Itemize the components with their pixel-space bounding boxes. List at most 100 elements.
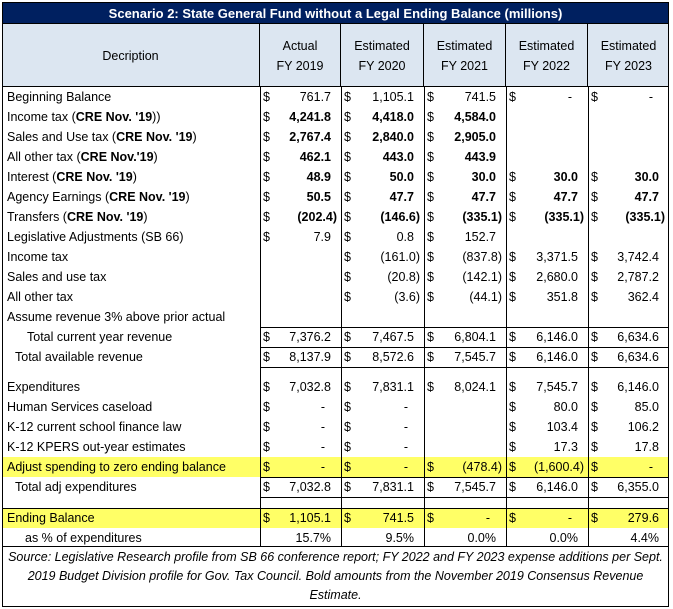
dollar-sign: $ <box>427 480 434 494</box>
cell-value: 7,831.1 <box>372 480 414 494</box>
table-row: as % of expenditures 15.7% 9.5% 0.0% 0.0% 4.4… <box>2 528 669 548</box>
header-fy2022-line1: Estimated <box>518 38 575 53</box>
row-label-source: CRE Nov. '19 <box>116 130 193 144</box>
row-label-text: Legislative Adjustments (SB 66) <box>7 230 184 244</box>
dollar-sign: $ <box>263 330 270 344</box>
header-fy2020-line1: Estimated <box>354 38 410 53</box>
header-fy2023-line2: FY 2023 <box>604 58 653 73</box>
cell-value: 6,146.0 <box>536 330 578 344</box>
cell-value: 103.4 <box>546 420 578 434</box>
row-label-text: All other tax ( <box>7 150 81 164</box>
row-label-suffix: ) <box>143 210 148 224</box>
header-fy2023-line1: Estimated <box>600 38 657 53</box>
cell-value: 8,572.6 <box>372 350 414 364</box>
cell-value: (44.1) <box>469 290 502 304</box>
dollar-sign: $ <box>344 400 351 414</box>
dollar-sign: $ <box>427 330 434 344</box>
cell-value: (3.6) <box>394 290 420 304</box>
dollar-sign: $ <box>344 420 351 434</box>
header-fy2021-line2: FY 2021 <box>440 58 489 73</box>
table-row: Interest (CRE Nov. '19) $48.9 $50.0 $30.0 $3… <box>2 167 669 187</box>
cell-value: 17.8 <box>634 440 659 454</box>
dollar-sign: $ <box>344 290 351 304</box>
cell-value: 4,584.0 <box>454 110 496 124</box>
dollar-sign: $ <box>591 440 598 454</box>
cell-value: 2,787.2 <box>617 270 659 284</box>
row-label-text: All other tax <box>7 290 74 304</box>
cell-value: 0.0% <box>467 531 497 545</box>
cell-value: 152.7 <box>464 230 496 244</box>
header-description-label: Decription <box>102 48 159 63</box>
cell-value: 741.5 <box>382 511 414 525</box>
cell-value: 6,146.0 <box>536 480 578 494</box>
header-fy2019: Actual FY 2019 <box>260 24 341 87</box>
cell-value: (478.4) <box>462 460 502 474</box>
cell-value: - <box>403 420 408 434</box>
header-fy2020: Estimated FY 2020 <box>341 24 424 87</box>
dollar-sign: $ <box>509 210 516 224</box>
cell-value: 2,767.4 <box>289 130 331 144</box>
dollar-sign: $ <box>509 170 516 184</box>
table-row: K-12 KPERS out-year estimates $ - $ - $17.3 $1… <box>2 437 669 457</box>
table-row: Sales and Use tax (CRE Nov. '19) $2,767.4… <box>2 127 669 147</box>
dollar-sign: $ <box>509 440 516 454</box>
cell-value: 6,355.0 <box>617 480 659 494</box>
table-row: All other tax (CRE Nov.'19) $462.1 $443.0 $… <box>2 147 669 167</box>
row-label: Transfers (CRE Nov. '19) <box>7 207 148 227</box>
cell-value: 7,032.8 <box>289 380 331 394</box>
dollar-sign: $ <box>344 480 351 494</box>
dollar-sign: $ <box>344 110 351 124</box>
row-label: Legislative Adjustments (SB 66) <box>7 227 183 247</box>
dollar-sign: $ <box>509 250 516 264</box>
dollar-sign: $ <box>509 90 516 104</box>
row-label-text: Income tax ( <box>7 110 76 124</box>
header-fy2021: Estimated FY 2021 <box>424 24 506 87</box>
dollar-sign: $ <box>427 90 434 104</box>
dollar-sign: $ <box>591 90 598 104</box>
dollar-sign: $ <box>263 230 270 244</box>
dollar-sign: $ <box>591 210 598 224</box>
dollar-sign: $ <box>591 400 598 414</box>
cell-value: 7,376.2 <box>289 330 331 344</box>
dollar-sign: $ <box>344 250 351 264</box>
dollar-sign: $ <box>509 420 516 434</box>
row-label-text: Sales and Use tax ( <box>7 130 117 144</box>
total-rule <box>260 367 669 368</box>
table-row: Human Services caseload $ - $ - $80.0 $85.0 <box>2 397 669 417</box>
header-fy2023: Estimated FY 2023 <box>588 24 669 87</box>
cell-value: 4,418.0 <box>372 110 414 124</box>
cell-value: - <box>320 420 325 434</box>
row-label: Total available revenue <box>15 347 143 367</box>
table-row: Total current year revenue $7,376.2 $7,467… <box>2 327 669 347</box>
row-label: K-12 current school finance law <box>7 417 181 437</box>
cell-value: 6,146.0 <box>536 350 578 364</box>
dollar-sign: $ <box>591 380 598 394</box>
cell-value: 47.7 <box>389 190 414 204</box>
dollar-sign: $ <box>344 190 351 204</box>
cell-value: (146.6) <box>380 210 420 224</box>
dollar-sign: $ <box>263 110 270 124</box>
cell-value: - <box>567 90 572 104</box>
cell-value: 1,105.1 <box>289 511 331 525</box>
total-rule <box>260 347 669 348</box>
dollar-sign: $ <box>509 350 516 364</box>
cell-value: 6,804.1 <box>454 330 496 344</box>
cell-value: 30.0 <box>471 170 496 184</box>
dollar-sign: $ <box>427 110 434 124</box>
dollar-sign: $ <box>591 250 598 264</box>
column-divider <box>341 87 342 546</box>
cell-value: 443.9 <box>464 150 496 164</box>
dollar-sign: $ <box>344 90 351 104</box>
cell-value: 7,545.7 <box>536 380 578 394</box>
row-label: All other tax (CRE Nov.'19) <box>7 147 158 167</box>
dollar-sign: $ <box>344 380 351 394</box>
dollar-sign: $ <box>427 210 434 224</box>
dollar-sign: $ <box>427 170 434 184</box>
cell-value: 7,831.1 <box>372 380 414 394</box>
cell-value: 741.5 <box>464 90 496 104</box>
total-rule <box>260 327 669 328</box>
row-label-suffix: )) <box>152 110 161 124</box>
cell-value: 80.0 <box>553 400 578 414</box>
header-fy2021-line1: Estimated <box>436 38 493 53</box>
